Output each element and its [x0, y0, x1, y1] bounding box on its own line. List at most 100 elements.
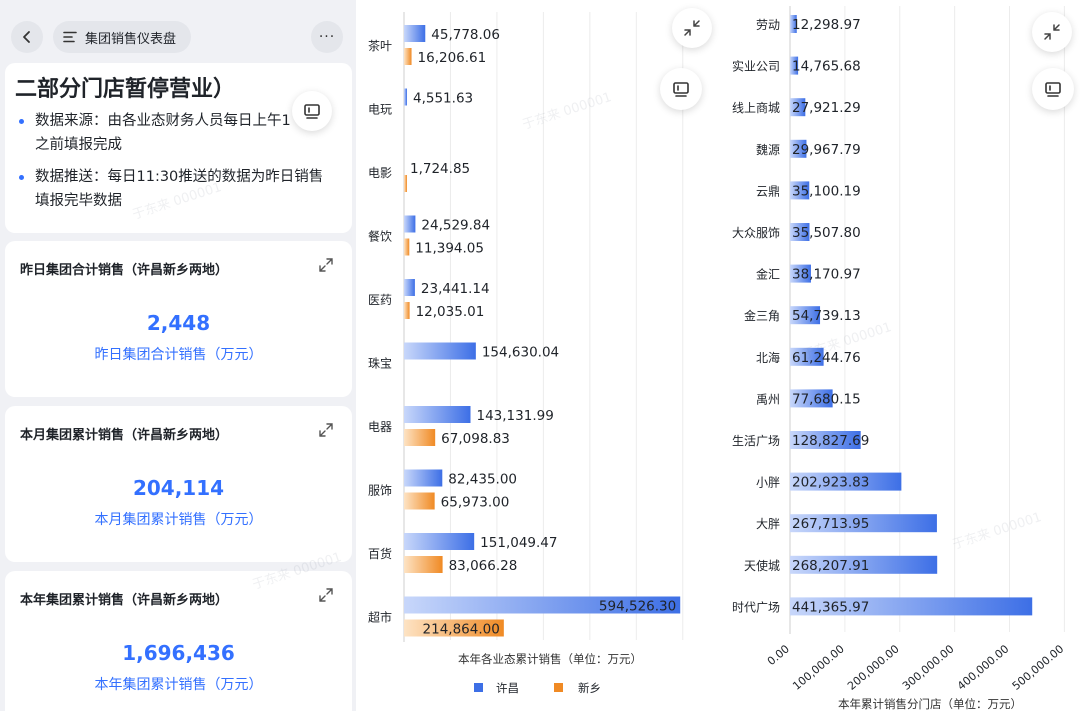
bar-store	[790, 181, 810, 200]
bar-store	[790, 347, 824, 366]
bar-xinxiang	[404, 238, 410, 256]
sidebar-toggle-button[interactable]	[292, 91, 332, 131]
tick-label: 300,000.00	[900, 642, 957, 692]
bar-store	[790, 555, 938, 574]
notice-line: 填报完毕数据	[35, 193, 122, 209]
dashboard-title-pill[interactable]: 集团销售仪表盘	[53, 21, 191, 53]
category-label: 实业公司	[732, 59, 780, 74]
bar-store	[790, 264, 811, 283]
bar-store	[790, 389, 833, 408]
data-label: 151,049.47	[480, 535, 557, 551]
category-label: 电影	[368, 166, 392, 180]
expand-icon[interactable]	[318, 587, 334, 603]
bar-store	[790, 15, 797, 33]
bar-xuchang	[404, 342, 476, 360]
dashboard-title: 集团销售仪表盘	[85, 31, 177, 47]
kpi-card-yesterday[interactable]: 昨日集团合计销售（许昌新乡两地） 2,448 昨日集团合计销售（万元）	[5, 241, 352, 397]
collapse-button[interactable]	[1032, 12, 1072, 52]
back-button[interactable]	[11, 21, 43, 53]
store-chart: 0.00100,000.00200,000.00300,000.00400,00…	[732, 6, 1066, 711]
kpi-label: 本年集团累计销售（万元）	[94, 677, 263, 693]
sidebar-toggle-button[interactable]	[1032, 68, 1074, 110]
expand-icon[interactable]	[318, 422, 334, 438]
category-label: 劳动	[756, 18, 780, 32]
expand-icon[interactable]	[318, 257, 334, 273]
data-label: 29,967.79	[792, 142, 861, 158]
collapse-icon	[1044, 24, 1060, 40]
bar-xinxiang	[404, 619, 504, 637]
axis-title: 本年各业态累计销售（单位：万元）	[458, 652, 642, 666]
notice-title: 二部分门店暂停营业）	[15, 77, 236, 102]
kpi-card-month[interactable]: 本月集团累计销售（许昌新乡两地） 204,114 本月集团累计销售（万元）	[5, 406, 352, 562]
category-label: 珠宝	[368, 357, 392, 371]
kpi-value: 1,696,436	[122, 641, 235, 665]
data-label: 594,526.30	[599, 599, 676, 615]
data-label: 12,035.01	[416, 304, 485, 320]
notice-card: 二部分门店暂停营业） 数据来源：由各业态财务人员每日上午1 之前填报完成 数据推…	[5, 63, 352, 233]
bar-xinxiang	[404, 175, 407, 192]
bar-xuchang	[404, 469, 443, 487]
category-label: 禹州	[756, 392, 780, 406]
kpi-title: 本月集团累计销售（许昌新乡两地）	[20, 428, 229, 443]
category-chart: 茶叶 45,778.06 16,206.61 电玩 4,551.63 电影 1,724.85…	[368, 12, 684, 695]
bar-xuchang	[404, 533, 475, 550]
kpi-label: 本月集团累计销售（万元）	[94, 512, 263, 528]
bar-store	[790, 472, 902, 491]
collapse-button[interactable]	[672, 8, 712, 48]
bar-xuchang	[404, 25, 426, 42]
data-label: 24,529.84	[421, 218, 490, 234]
more-button[interactable]: ···	[311, 21, 343, 53]
category-label: 超市	[368, 610, 392, 625]
tick-label: 100,000.00	[790, 642, 847, 692]
notice-line: 数据推送：每日11:30推送的数据为昨日销售	[35, 169, 324, 185]
bar-store	[790, 514, 937, 533]
bar-xinxiang	[404, 556, 443, 573]
kpi-title: 昨日集团合计销售（许昌新乡两地）	[20, 263, 229, 278]
bar-store	[790, 139, 807, 158]
data-label: 267,713.95	[792, 516, 869, 532]
bar-xinxiang	[404, 302, 410, 319]
bar-xuchang	[404, 215, 416, 233]
category-label: 生活广场	[732, 434, 780, 448]
category-label: 服饰	[368, 484, 392, 498]
kpi-label: 昨日集团合计销售（万元）	[94, 347, 263, 363]
sidebar-toggle-button[interactable]	[660, 68, 702, 110]
kpi-value: 204,114	[132, 476, 225, 500]
data-label: 38,170.97	[792, 267, 861, 283]
bar-store	[790, 98, 806, 117]
category-label: 大众服饰	[732, 226, 780, 240]
axis-title: 本年累计销售分门店（单位：万元）	[838, 697, 1022, 711]
more-horizontal-icon: ···	[318, 29, 336, 45]
bar-store	[790, 431, 861, 449]
data-label: 268,207.91	[792, 558, 869, 574]
data-label: 82,435.00	[448, 472, 517, 488]
panel-icon	[304, 104, 320, 119]
bar-store	[790, 597, 1033, 616]
data-label: 54,739.13	[792, 308, 861, 324]
category-label: 电器	[368, 420, 392, 434]
category-label: 金三角	[744, 308, 780, 323]
legend-swatch-xuchang	[474, 683, 483, 692]
bar-xuchang	[404, 279, 415, 296]
data-label: 77,680.15	[792, 391, 861, 407]
data-label: 214,864.00	[423, 622, 500, 638]
left-panel: 集团销售仪表盘 ··· 二部分门店暂停营业） 数据来源：由各业态财务人员每日上午…	[0, 0, 356, 711]
panel-icon	[1045, 82, 1061, 97]
category-label: 餐饮	[368, 229, 392, 244]
data-label: 4,551.63	[413, 91, 473, 107]
bar-xinxiang	[404, 492, 435, 510]
data-label: 14,765.68	[792, 59, 861, 75]
legend-swatch-xinxiang	[554, 683, 563, 692]
category-label: 金汇	[756, 267, 780, 282]
category-label: 魏源	[756, 142, 780, 157]
data-label: 128,827.69	[792, 433, 869, 449]
data-label: 1,724.85	[410, 161, 470, 177]
kpi-card-year[interactable]: 本年集团累计销售（许昌新乡两地） 1,696,436 本年集团累计销售（万元）	[5, 571, 352, 711]
notice-item: 数据推送：每日11:30推送的数据为昨日销售 填报完毕数据	[15, 165, 340, 213]
category-label: 茶叶	[368, 38, 392, 53]
collapse-icon	[684, 20, 700, 36]
data-label: 143,131.99	[477, 408, 554, 424]
kpi-value: 2,448	[146, 311, 211, 335]
category-label: 云鼎	[756, 184, 780, 198]
